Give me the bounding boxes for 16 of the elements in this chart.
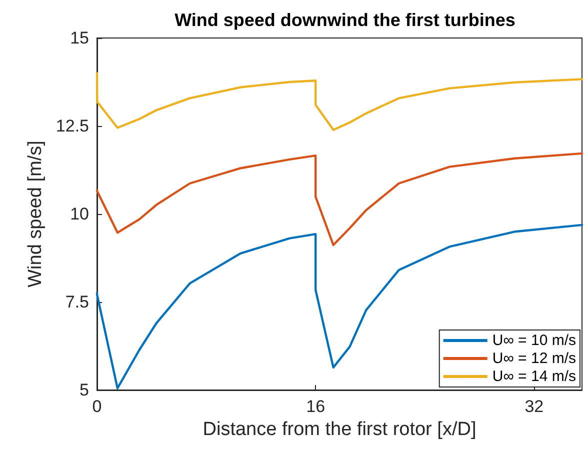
y-tick-label: 5 xyxy=(80,380,89,400)
legend-label: U∞ = 12 m/s xyxy=(492,350,576,367)
y-tick-label: 12.5 xyxy=(56,116,89,136)
legend-label: U∞ = 14 m/s xyxy=(492,368,576,385)
line-series xyxy=(96,72,584,131)
chart-title: Wind speed downwind the first turbines xyxy=(174,10,516,30)
line-series xyxy=(96,152,584,246)
y-tick-label: 10 xyxy=(70,204,89,224)
x-tick-label: 32 xyxy=(524,397,544,416)
y-tick-label: 15 xyxy=(70,28,89,48)
y-tick-label: 7.5 xyxy=(65,292,89,312)
y-axis-title: Wind speed [m/s] xyxy=(25,140,46,288)
legend-label: U∞ = 10 m/s xyxy=(492,332,576,349)
x-tick-label: 16 xyxy=(306,397,326,416)
x-axis-title: Distance from the first rotor [x/D] xyxy=(202,419,476,440)
x-tick-label: 0 xyxy=(92,397,102,416)
